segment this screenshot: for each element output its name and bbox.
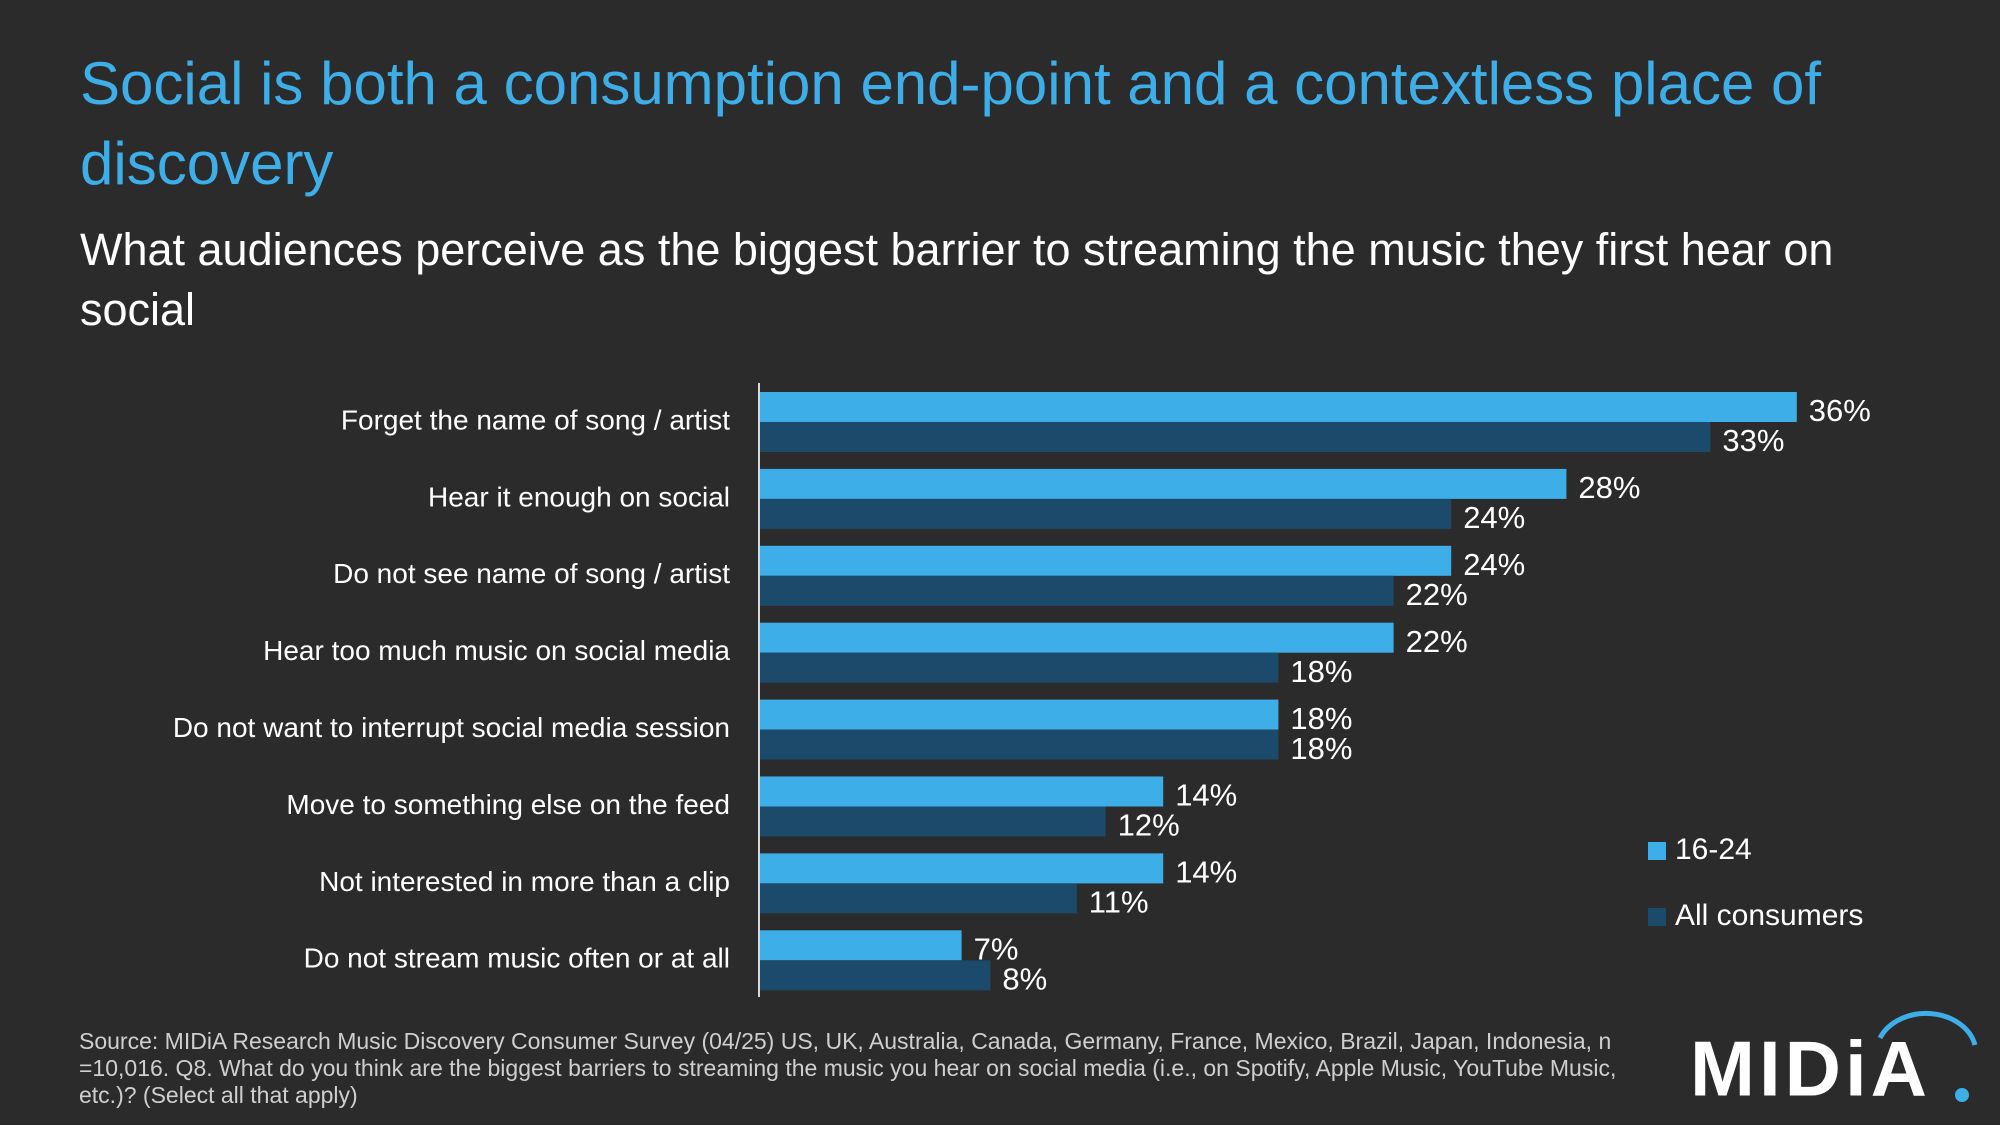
logo-dot [1955,1088,1969,1102]
bar [760,652,1279,683]
bar [760,622,1394,653]
bar [760,392,1797,422]
value-label: 8% [1002,961,1047,996]
value-label: 24% [1463,547,1525,582]
value-label: 11% [1089,885,1149,920]
value-label: 18% [1290,654,1352,689]
bar [760,960,991,991]
logo: MIDiA [1690,1025,1931,1113]
category-label: Not interested in more than a clip [319,866,730,897]
value-label: 14% [1175,778,1237,813]
bar [760,930,962,961]
value-label: 36% [1809,393,1871,428]
value-label: 28% [1578,470,1640,505]
bar [760,853,1164,884]
value-label: 33% [1722,423,1784,458]
chart-subtitle: What audiences perceive as the biggest b… [80,224,1834,335]
category-label: Forget the name of song / artist [341,404,730,435]
value-label: 12% [1118,808,1180,843]
bar [760,883,1077,914]
value-label: 14% [1175,855,1237,890]
legend-swatch [1648,842,1666,860]
bar [760,806,1106,837]
bar [760,575,1394,606]
legend-label: All consumers [1675,899,1863,932]
value-label: 22% [1406,577,1468,612]
legend-swatch [1648,908,1666,926]
value-label: 22% [1406,624,1468,659]
bar [760,699,1279,730]
legend-label: 16-24 [1675,833,1752,866]
category-label: Do not stream music often or at all [304,943,730,974]
category-label: Hear too much music on social media [263,635,730,666]
bar [760,729,1279,760]
category-label: Hear it enough on social [428,481,730,512]
category-label: Do not want to interrupt social media se… [173,712,730,743]
bar [760,422,1711,452]
source-note: Source: MIDiA Research Music Discovery C… [79,1028,1617,1108]
value-label: 24% [1463,500,1525,535]
category-label: Move to something else on the feed [286,789,730,820]
value-label: 18% [1290,701,1352,736]
bar [760,776,1164,807]
category-label: Do not see name of song / artist [333,558,730,589]
bar [760,545,1452,576]
bar [760,498,1452,529]
bar [760,468,1567,499]
value-label: 18% [1290,731,1352,766]
chart-title: Social is both a consumption end-point a… [80,50,1822,197]
logo-arc [1877,1010,1978,1046]
